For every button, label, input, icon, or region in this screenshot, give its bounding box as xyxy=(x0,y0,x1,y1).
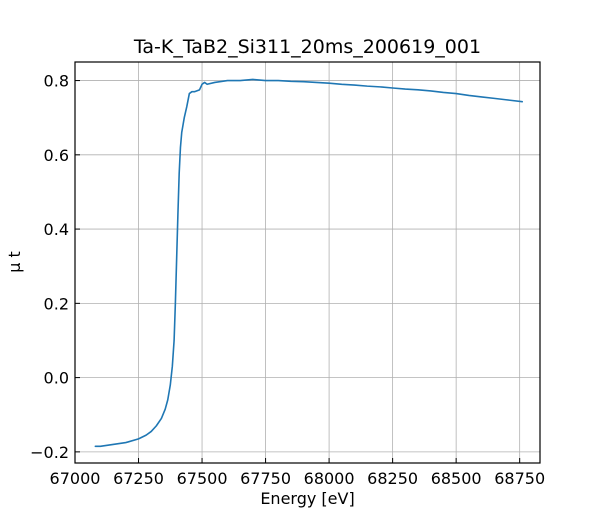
plot-frame xyxy=(74,61,541,464)
x-tick-label: 67000 xyxy=(50,469,101,488)
x-tick-label: 67500 xyxy=(177,469,228,488)
y-tick-label: 0.8 xyxy=(44,72,69,91)
series-layer xyxy=(94,78,524,448)
x-tick-label: 67250 xyxy=(113,469,164,488)
y-tick-label: −0.2 xyxy=(30,443,69,462)
x-tick-label: 68000 xyxy=(304,469,355,488)
y-tick-label: 0.4 xyxy=(44,220,69,239)
x-tick-label: 68750 xyxy=(494,469,545,488)
x-tick-label: 67750 xyxy=(240,469,291,488)
ticks: 67000 67250 67500 67750 68000 68250 68500 68750… xyxy=(30,72,545,488)
y-tick-label: 0.6 xyxy=(44,146,69,165)
y-tick-label: 0.0 xyxy=(44,369,69,388)
series-line xyxy=(94,78,524,448)
grid xyxy=(74,62,540,463)
x-tick-label: 68500 xyxy=(431,469,482,488)
y-axis-label: μ t xyxy=(5,251,24,273)
chart-title: Ta-K_TaB2_Si311_20ms_200619_001 xyxy=(133,36,481,58)
x-axis-label: Energy [eV] xyxy=(260,489,354,508)
x-tick-label: 68250 xyxy=(367,469,418,488)
y-tick-label: 0.2 xyxy=(44,294,69,313)
